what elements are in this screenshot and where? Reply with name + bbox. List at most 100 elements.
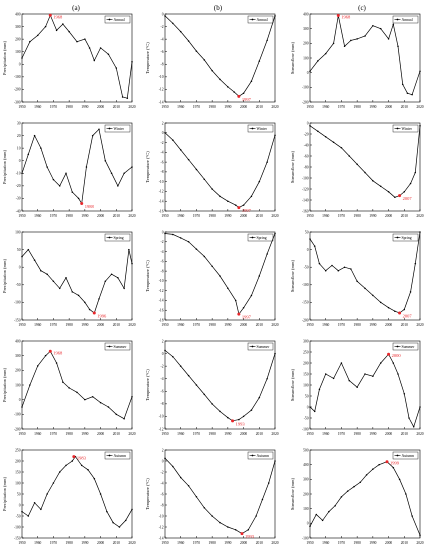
x-tick-label: 1990 <box>369 432 376 436</box>
x-tick-label: 2020 <box>271 432 278 436</box>
y-tick-label: -2 <box>161 240 164 244</box>
data-point <box>131 166 133 168</box>
x-tick-label: 2000 <box>240 432 247 436</box>
series-line <box>21 455 133 528</box>
y-tick-label: 250 <box>15 448 21 452</box>
highlight-label: 1997 <box>242 208 252 213</box>
y-axis-label: Streamflow (mm) <box>290 477 295 510</box>
legend-swatch-marker <box>396 454 399 457</box>
data-point <box>62 381 64 383</box>
data-point <box>179 149 182 151</box>
y-tick-label: -8 <box>161 503 164 507</box>
data-point <box>379 301 382 304</box>
y-tick-label: -60 <box>304 154 309 158</box>
y-tick-label: 50 <box>17 248 21 252</box>
data-point <box>364 171 366 174</box>
data-point <box>409 182 412 185</box>
data-point <box>324 136 327 138</box>
series-line <box>309 461 421 536</box>
y-tick-label: 200 <box>15 459 21 463</box>
y-tick-label: -8 <box>161 63 164 67</box>
x-tick-label: 2020 <box>128 541 135 545</box>
data-point <box>343 45 346 48</box>
legend-swatch-marker <box>251 127 254 130</box>
y-tick-label: -16 <box>159 209 164 213</box>
y-tick-label: 300 <box>15 354 21 358</box>
x-tick-label: 1950 <box>161 323 168 327</box>
y-tick-label: 0 <box>19 266 21 270</box>
plot-frame <box>164 122 276 212</box>
x-tick-label: 1960 <box>322 432 329 436</box>
chart-panel-a4: 1950 1960 1970 1980 1990 2000 2010 2020-200-100… <box>2 339 136 436</box>
data-point <box>52 178 55 181</box>
x-tick-label: 1980 <box>66 432 73 436</box>
data-point <box>250 195 253 198</box>
y-tick-label: -120 <box>302 187 309 191</box>
y-tick-label: -150 <box>302 301 309 305</box>
plot-frame <box>21 231 133 321</box>
legend-label: Winter <box>402 127 413 131</box>
y-tick-label: -14 <box>159 299 164 303</box>
data-point <box>250 294 253 297</box>
y-tick-label: -20 <box>16 184 21 188</box>
x-tick-label: 2010 <box>113 105 120 109</box>
data-point <box>115 67 118 69</box>
x-tick-label: 1950 <box>161 105 168 109</box>
legend: Annual <box>392 15 419 24</box>
highlight-label: 1993 <box>236 421 246 426</box>
y-tick-label: 100 <box>15 50 21 54</box>
legend-box <box>247 451 274 460</box>
y-tick-label: -4 <box>161 481 164 485</box>
y-tick-label: -8 <box>161 402 164 406</box>
x-tick-label: 2010 <box>113 214 120 218</box>
data-point <box>356 163 358 165</box>
data-point <box>313 245 316 247</box>
data-point <box>112 521 114 524</box>
x-tick-label: 2020 <box>416 214 423 218</box>
data-point <box>324 373 327 375</box>
data-point <box>195 168 198 171</box>
data-point <box>394 310 396 312</box>
x-tick-label: 2000 <box>385 323 392 327</box>
data-point <box>195 50 198 52</box>
highlight-label: 1968 <box>53 14 63 19</box>
svg-text:(c): (c) <box>358 4 366 12</box>
y-tick-label: 0 <box>307 71 309 75</box>
data-point <box>387 38 390 40</box>
data-point <box>261 498 264 501</box>
series-line <box>21 249 133 314</box>
data-point <box>412 426 415 428</box>
highlight-marker <box>48 13 52 17</box>
highlight-label: 2007 <box>403 196 413 201</box>
y-tick-label: -2 <box>161 141 164 145</box>
series-line <box>21 14 133 99</box>
svg-text:(b): (b) <box>214 4 223 12</box>
plot-frame <box>164 231 276 321</box>
x-tick-label: 1960 <box>322 214 329 218</box>
chart-panel-c4: 1950 1960 1970 1980 1990 2000 2010 2020 -100 -50 0… <box>290 339 424 436</box>
legend-label: Winter <box>257 127 268 131</box>
data-point <box>324 269 327 272</box>
series-line <box>309 231 421 314</box>
data-point <box>93 477 96 480</box>
legend-box <box>247 233 274 242</box>
chart-panel-b4: 1950 1960 1970 1980 1990 2000 2010 2020 -12 -10 -8… <box>145 339 279 436</box>
x-tick-label: 2010 <box>256 541 263 545</box>
x-tick-label: 1960 <box>34 105 41 109</box>
y-axis-label: Precipitation (mm) <box>2 367 7 402</box>
data-point <box>87 469 89 471</box>
data-point <box>408 417 410 419</box>
y-tick-label: 2 <box>162 448 164 452</box>
data-point <box>71 291 74 293</box>
x-tick-label: 1980 <box>209 323 216 327</box>
x-tick-label: 1950 <box>161 541 168 545</box>
y-tick-label: -50 <box>304 416 309 420</box>
x-tick-label: 1970 <box>193 432 200 436</box>
data-point <box>365 474 368 476</box>
data-point <box>187 241 190 243</box>
x-tick-label: 2010 <box>113 432 120 436</box>
x-tick-label: 1990 <box>81 214 88 218</box>
data-point <box>98 298 100 300</box>
data-point <box>328 510 330 513</box>
data-point <box>250 80 253 83</box>
